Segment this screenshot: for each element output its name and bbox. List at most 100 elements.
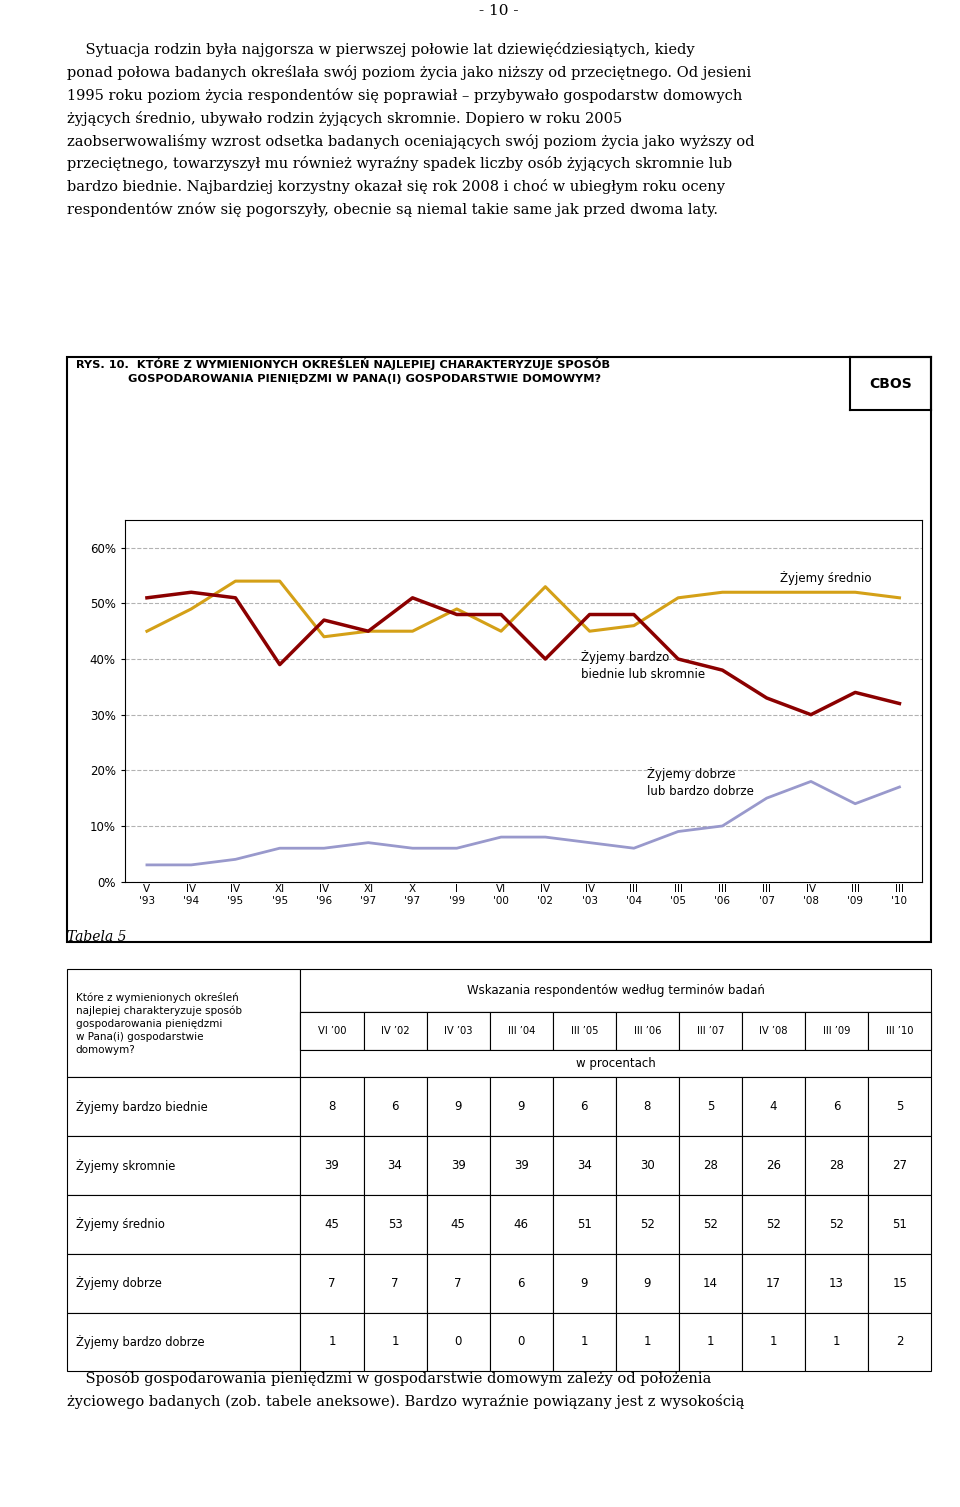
Text: 51: 51 <box>577 1218 591 1231</box>
Bar <box>300 1313 364 1371</box>
Bar <box>426 1313 490 1371</box>
Bar <box>616 1254 679 1313</box>
Text: 0: 0 <box>517 1335 525 1349</box>
Text: 7: 7 <box>392 1276 398 1290</box>
Bar <box>805 1313 868 1371</box>
Bar <box>805 1013 868 1050</box>
Text: 34: 34 <box>577 1159 591 1172</box>
Text: RYS. 10.  KTÓRE Z WYMIENIONYCH OKREŚLEŃ NAJLEPIEJ CHARAKTERYZUJE SPOSÓB
        : RYS. 10. KTÓRE Z WYMIENIONYCH OKREŚLEŃ N… <box>76 359 610 384</box>
Text: IV ’03: IV ’03 <box>444 1026 472 1035</box>
Text: III ’10: III ’10 <box>886 1026 913 1035</box>
Bar <box>742 1078 805 1136</box>
Bar <box>426 1078 490 1136</box>
Bar <box>868 1078 931 1136</box>
Text: 1: 1 <box>707 1335 714 1349</box>
Text: Wskazania respondentów według terminów badań: Wskazania respondentów według terminów b… <box>467 984 765 998</box>
Text: 8: 8 <box>644 1100 651 1114</box>
Text: III ’09: III ’09 <box>823 1026 851 1035</box>
Bar <box>67 1195 300 1254</box>
Text: Żyjemy średnio: Żyjemy średnio <box>780 571 872 585</box>
Bar <box>364 1136 426 1195</box>
Bar <box>616 1195 679 1254</box>
Bar <box>364 1013 426 1050</box>
Bar <box>805 1078 868 1136</box>
Text: 8: 8 <box>328 1100 336 1114</box>
Text: 1: 1 <box>392 1335 398 1349</box>
Bar <box>67 1254 300 1313</box>
Bar <box>300 1078 364 1136</box>
Text: 51: 51 <box>892 1218 907 1231</box>
Bar <box>868 1313 931 1371</box>
Bar <box>490 1195 553 1254</box>
Text: Które z wymienionych określeń
najlepiej charakteryzuje sposób
gospodarowania pie: Które z wymienionych określeń najlepiej … <box>76 992 242 1055</box>
Bar <box>490 1136 553 1195</box>
Text: 39: 39 <box>324 1159 340 1172</box>
Text: 45: 45 <box>324 1218 340 1231</box>
Bar <box>67 1313 300 1371</box>
Text: 46: 46 <box>514 1218 529 1231</box>
Bar <box>616 1136 679 1195</box>
Bar <box>805 1254 868 1313</box>
Text: 45: 45 <box>451 1218 466 1231</box>
Bar <box>868 1254 931 1313</box>
Text: Żyjemy dobrze
lub bardzo dobrze: Żyjemy dobrze lub bardzo dobrze <box>647 767 754 799</box>
Text: 52: 52 <box>703 1218 718 1231</box>
Text: 52: 52 <box>829 1218 844 1231</box>
Text: Sposób gospodarowania pieniędzmi w gospodarstwie domowym zależy od położenia
życ: Sposób gospodarowania pieniędzmi w gospo… <box>67 1371 745 1409</box>
Text: 1: 1 <box>833 1335 840 1349</box>
Bar <box>553 1254 616 1313</box>
Bar <box>868 1195 931 1254</box>
Text: 17: 17 <box>766 1276 781 1290</box>
Text: 6: 6 <box>517 1276 525 1290</box>
Bar <box>364 1078 426 1136</box>
Bar <box>616 1313 679 1371</box>
Text: 7: 7 <box>328 1276 336 1290</box>
Text: 14: 14 <box>703 1276 718 1290</box>
Text: 5: 5 <box>707 1100 714 1114</box>
Bar <box>67 1136 300 1195</box>
Text: 28: 28 <box>829 1159 844 1172</box>
Text: 27: 27 <box>892 1159 907 1172</box>
Text: III ’04: III ’04 <box>508 1026 535 1035</box>
Text: 15: 15 <box>892 1276 907 1290</box>
Bar <box>616 1078 679 1136</box>
Bar <box>490 1313 553 1371</box>
Bar <box>679 1195 742 1254</box>
Text: Żyjemy bardzo dobrze: Żyjemy bardzo dobrze <box>76 1335 204 1349</box>
Text: 2: 2 <box>896 1335 903 1349</box>
Bar <box>679 1078 742 1136</box>
Bar <box>300 1013 364 1050</box>
Bar <box>805 1136 868 1195</box>
Bar <box>490 1254 553 1313</box>
Text: Żyjemy dobrze: Żyjemy dobrze <box>76 1276 161 1290</box>
Text: 1: 1 <box>581 1335 588 1349</box>
Text: 5: 5 <box>896 1100 903 1114</box>
Text: 9: 9 <box>454 1100 462 1114</box>
Bar <box>67 1078 300 1136</box>
Text: 13: 13 <box>829 1276 844 1290</box>
Bar <box>553 1195 616 1254</box>
Bar <box>742 1136 805 1195</box>
Bar <box>742 1013 805 1050</box>
Bar <box>426 1195 490 1254</box>
Bar <box>616 1013 679 1050</box>
Bar <box>300 1195 364 1254</box>
Text: Sytuacja rodzin była najgorsza w pierwszej połowie lat dziewięćdziesiątych, kied: Sytuacja rodzin była najgorsza w pierwsz… <box>67 42 755 217</box>
Bar <box>490 1013 553 1050</box>
Bar <box>553 1313 616 1371</box>
Bar <box>426 1136 490 1195</box>
Text: III ’07: III ’07 <box>697 1026 724 1035</box>
Text: 26: 26 <box>766 1159 781 1172</box>
Text: Tabela 5: Tabela 5 <box>67 930 127 945</box>
Text: CBOS: CBOS <box>869 377 912 390</box>
Bar <box>364 1254 426 1313</box>
Bar <box>364 1195 426 1254</box>
Bar <box>742 1195 805 1254</box>
Bar <box>553 1013 616 1050</box>
Text: III ’05: III ’05 <box>570 1026 598 1035</box>
Bar <box>364 1313 426 1371</box>
Bar <box>679 1136 742 1195</box>
Text: 52: 52 <box>640 1218 655 1231</box>
Bar <box>67 969 300 1078</box>
Text: 9: 9 <box>643 1276 651 1290</box>
